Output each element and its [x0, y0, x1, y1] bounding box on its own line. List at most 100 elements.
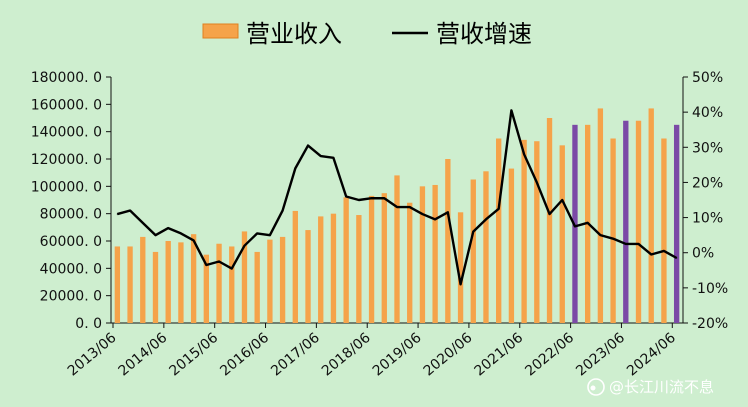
growth-point	[358, 199, 360, 201]
revenue-bar	[229, 246, 235, 323]
growth-point	[498, 208, 500, 210]
left-tick-label: 160000. 0	[31, 97, 102, 113]
growth-point	[472, 231, 474, 233]
revenue-bar	[190, 234, 197, 323]
line-series	[116, 109, 678, 286]
left-tick-label: 100000. 0	[31, 179, 102, 195]
growth-point	[650, 253, 652, 256]
growth-point	[574, 225, 576, 227]
growth-point	[332, 157, 335, 159]
right-tick-label: -10%	[692, 281, 728, 297]
left-tick-label: 120000. 0	[31, 152, 102, 168]
growth-point	[536, 181, 538, 184]
revenue-bar	[279, 236, 286, 323]
revenue-bar	[534, 141, 540, 323]
revenue-bar	[343, 197, 349, 323]
revenue-bar	[267, 239, 273, 323]
growth-point	[256, 232, 258, 234]
growth-point	[510, 109, 512, 111]
growth-point	[167, 227, 169, 229]
watermark-text: @长江川流不息	[609, 378, 714, 396]
revenue-bar	[216, 243, 222, 323]
revenue-bar	[318, 216, 324, 323]
x-tick-label: 2024/06	[624, 330, 679, 380]
x-tick-label: 2014/06	[116, 330, 171, 380]
left-tick-label: 80000. 0	[40, 207, 102, 223]
growth-point	[269, 234, 271, 236]
revenue-bar	[203, 254, 209, 323]
revenue-bar	[152, 251, 159, 323]
revenue-bar	[546, 118, 553, 323]
left-tick-label: 60000. 0	[40, 234, 102, 250]
growth-point	[294, 167, 296, 169]
watermark: @长江川流不息	[587, 378, 714, 396]
right-tick-label: 10%	[692, 211, 723, 227]
revenue-bar	[127, 246, 133, 323]
revenue-bar	[597, 108, 604, 324]
revenue-bar	[254, 251, 260, 323]
right-tick-label: 40%	[692, 105, 723, 121]
revenue-bar	[394, 175, 400, 323]
growth-point	[307, 144, 309, 147]
growth-point	[409, 206, 411, 208]
revenue-bar	[559, 145, 565, 323]
revenue-bar	[330, 213, 337, 323]
x-tick-label: 2015/06	[166, 330, 221, 380]
highlight-bar	[673, 124, 680, 323]
revenue-bar	[407, 202, 413, 323]
growth-point	[129, 209, 131, 212]
right-tick-label: 0%	[692, 246, 714, 262]
revenue-bar	[432, 184, 438, 323]
growth-point	[243, 245, 246, 247]
x-tick-label: 2018/06	[319, 330, 374, 380]
legend-bar-swatch	[202, 23, 239, 39]
growth-point	[434, 218, 436, 220]
revenue-bar	[356, 215, 362, 323]
revenue-bar	[496, 138, 502, 323]
revenue-bar	[165, 241, 171, 323]
left-tick-label: 0. 0	[75, 316, 102, 332]
growth-point	[231, 267, 233, 270]
x-tick-label: 2017/06	[268, 330, 323, 380]
right-tick-label: 50%	[692, 70, 723, 86]
x-tick-label: 2020/06	[421, 330, 476, 380]
highlight-bar	[623, 120, 629, 323]
right-tick-label: 30%	[692, 140, 723, 156]
revenue-bar	[241, 231, 248, 323]
x-tick-label: 2023/06	[573, 330, 628, 380]
revenue-bar	[648, 108, 654, 324]
growth-point	[205, 264, 207, 266]
x-tick-label: 2021/06	[471, 330, 526, 380]
growth-point	[485, 218, 487, 220]
x-tick-label: 2022/06	[522, 330, 577, 380]
growth-point	[459, 283, 462, 285]
right-tick-label: -20%	[692, 316, 728, 332]
growth-point	[320, 155, 322, 157]
growth-point	[116, 213, 118, 215]
left-tick-label: 40000. 0	[40, 261, 102, 277]
x-tick-label: 2013/06	[65, 330, 120, 380]
growth-point	[612, 238, 614, 240]
growth-point	[447, 211, 449, 213]
revenue-bar	[381, 193, 387, 323]
left-tick-label: 20000. 0	[40, 289, 102, 305]
growth-point	[370, 197, 373, 199]
growth-point	[587, 222, 589, 224]
growth-point	[396, 206, 398, 208]
growth-point	[218, 260, 220, 263]
legend: 营业收入 营收增速	[202, 20, 532, 48]
weibo-logo-eye	[590, 385, 596, 391]
growth-point	[282, 209, 284, 212]
revenue-bar	[140, 236, 146, 323]
revenue-bar	[610, 138, 616, 323]
legend-line-label: 营收增速	[436, 20, 532, 48]
revenue-bar	[661, 138, 667, 323]
revenue-bar	[521, 139, 527, 323]
revenue-bar	[470, 179, 476, 323]
left-tick-label: 180000. 0	[31, 70, 102, 86]
growth-point	[599, 234, 601, 236]
growth-point	[383, 197, 385, 199]
growth-point	[676, 257, 678, 259]
revenue-bar	[114, 246, 121, 323]
